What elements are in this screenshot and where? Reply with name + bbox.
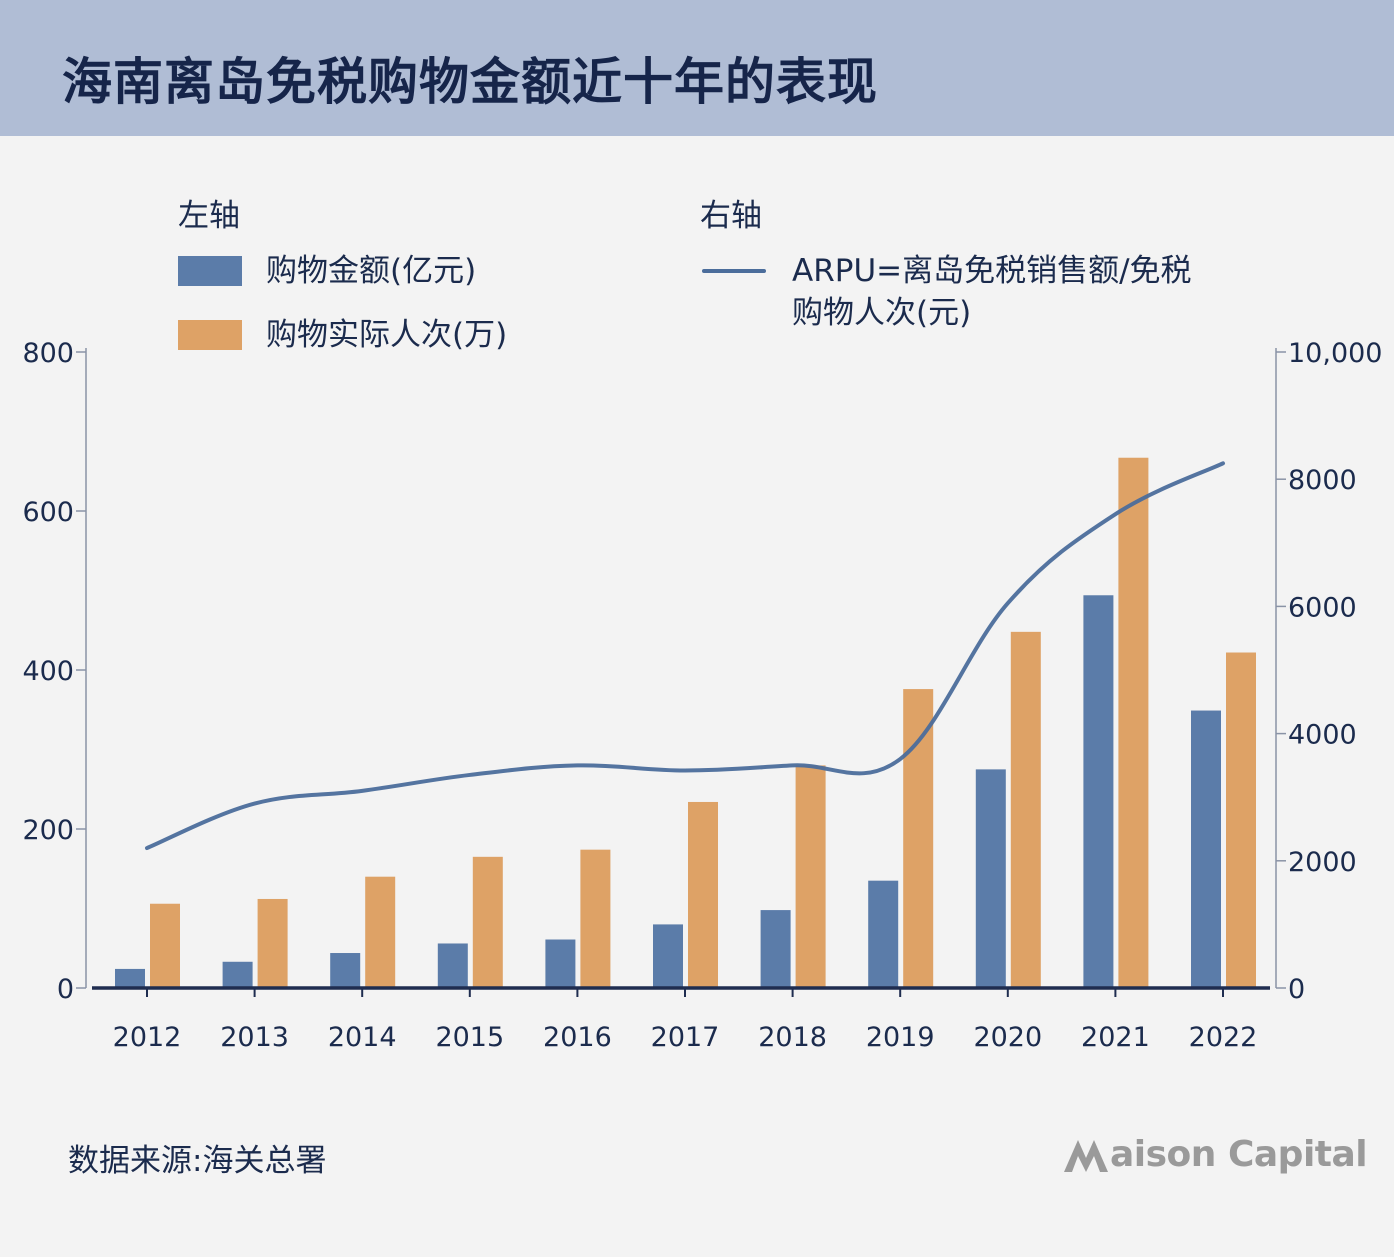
right-axis-tick-label: 2000: [1288, 847, 1357, 878]
bar-visits: [580, 849, 611, 988]
left-axis-tick-label: 200: [22, 815, 74, 846]
bar-visits: [903, 689, 934, 988]
x-axis-tick-label: 2015: [435, 1022, 504, 1053]
left-axis-tick-label: 600: [22, 497, 74, 528]
right-axis-tick-label: 6000: [1288, 592, 1357, 623]
x-axis-tick-label: 2013: [220, 1022, 289, 1053]
x-axis-tick-label: 2018: [758, 1022, 827, 1053]
right-axis-tick-label: 10,000: [1288, 338, 1382, 369]
legend-label-amount: 购物金额(亿元): [266, 253, 477, 289]
legend-item-arpu: ARPU=离岛免税销售额/免税购物人次(元): [702, 250, 1212, 334]
arpu-line: [145, 461, 1225, 851]
bar-amount: [1191, 710, 1221, 988]
data-source-note: 数据来源:海关总署: [68, 1143, 327, 1179]
x-axis-tick-label: 2014: [328, 1022, 397, 1053]
legend-label-arpu: ARPU=离岛免税销售额/免税购物人次(元): [792, 253, 1192, 331]
x-axis-tick-label: 2020: [973, 1022, 1042, 1053]
logo-m-icon: [1064, 1139, 1108, 1172]
bar-visits: [688, 801, 718, 988]
bar-amount: [545, 939, 576, 988]
bar-visits: [472, 856, 503, 988]
legend-swatch-visits: [178, 320, 242, 350]
bar-visits: [150, 903, 180, 988]
left-axis-tick-label: 0: [57, 974, 74, 1005]
left-axis-tick-label: 400: [22, 656, 74, 687]
bar-amount: [437, 943, 468, 988]
right-axis-tick-label: 0: [1288, 974, 1305, 1005]
bar-amount: [760, 910, 791, 988]
legend-item-visits: 购物实际人次(万): [178, 314, 507, 356]
x-axis-tick-label: 2012: [113, 1022, 182, 1053]
legend-swatch-amount: [178, 256, 242, 286]
legend-item-amount: 购物金额(亿元): [178, 250, 476, 292]
legend-left-axis-heading: 左轴: [178, 198, 240, 234]
x-axis-tick-label: 2017: [651, 1022, 720, 1053]
x-axis-tick-label: 2021: [1081, 1022, 1150, 1053]
chart-title: 海南离岛免税购物金额近十年的表现: [62, 53, 878, 111]
bar-amount: [1083, 595, 1114, 988]
bar-visits: [1010, 631, 1041, 988]
x-axis-tick-label: 2016: [543, 1022, 612, 1053]
x-axis-tick-label: 2019: [866, 1022, 935, 1053]
legend-swatch-arpu: [702, 269, 766, 273]
left-axis-tick-label: 800: [22, 338, 74, 369]
logo-text: aison Capital: [1110, 1134, 1368, 1175]
bar-amount: [330, 953, 361, 988]
bar-amount: [115, 968, 145, 988]
legend-label-visits: 购物实际人次(万): [266, 317, 508, 353]
bar-amount: [222, 961, 253, 988]
right-axis-tick-label: 4000: [1288, 720, 1357, 751]
bar-visits: [365, 876, 396, 988]
title-banner: [0, 0, 1394, 136]
right-axis-tick-label: 8000: [1288, 465, 1357, 496]
bar-amount: [653, 924, 683, 988]
bar-visits: [1226, 652, 1256, 988]
bar-amount: [975, 769, 1006, 988]
maison-capital-logo: aison Capital: [1064, 1134, 1368, 1175]
x-axis-tick-label: 2022: [1189, 1022, 1258, 1053]
legend-right-axis-heading: 右轴: [700, 198, 762, 234]
bar-amount: [868, 880, 899, 988]
bar-visits: [1118, 457, 1149, 988]
bar-visits: [795, 765, 826, 988]
bar-visits: [257, 898, 288, 988]
